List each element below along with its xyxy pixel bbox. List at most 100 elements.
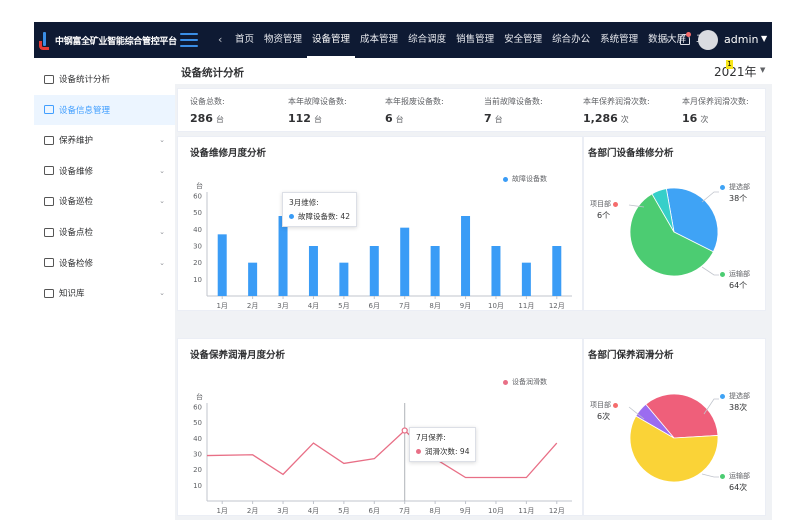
- bar-x-tick-8: 9月: [460, 302, 471, 310]
- pie1-label-yunshu: 运输部 64个: [720, 268, 750, 292]
- bar-x-tick-4: 5月: [338, 302, 349, 310]
- monitor-icon: [44, 74, 54, 84]
- bar-5[interactable]: [369, 246, 379, 296]
- pie-dot: [720, 184, 725, 190]
- bar-1[interactable]: [248, 262, 258, 296]
- lube-tooltip-label: 润滑次数:: [425, 447, 458, 456]
- lube-pie-chart: [628, 393, 719, 483]
- stat-value: 1,286: [583, 112, 618, 125]
- line-x-tick-2: 3月: [277, 507, 288, 515]
- sidebar-item-label: 设备巡检: [59, 197, 94, 208]
- line-legend[interactable]: 设备润滑数: [503, 377, 547, 387]
- line-point-active[interactable]: [401, 427, 408, 434]
- bar-0[interactable]: [217, 234, 227, 296]
- year-dropdown-icon[interactable]: ▼: [760, 66, 766, 74]
- repair-pie-title: 各部门设备维修分析: [588, 148, 674, 159]
- line-legend-label: 设备润滑数: [512, 378, 547, 386]
- menu-toggle-icon[interactable]: [180, 33, 198, 47]
- chevron-down-icon[interactable]: ⌄: [159, 197, 165, 206]
- line-y-tick-3: 40: [193, 435, 202, 443]
- legend-dot: [503, 379, 508, 385]
- chevron-down-icon[interactable]: ⌄: [159, 258, 165, 267]
- stat-label: 本年报废设备数:: [385, 97, 444, 106]
- nav-item-3[interactable]: 成本管理: [360, 34, 399, 45]
- bar-3[interactable]: [308, 246, 318, 296]
- bar-7[interactable]: [430, 246, 440, 296]
- stats-summary: 设备总数: 286 台本年故障设备数: 112 台本年报废设备数: 6 台当前故障设备数: 7…: [177, 88, 766, 132]
- book-icon: [44, 288, 54, 298]
- pie1-slice-1[interactable]: [629, 193, 714, 277]
- stat-unit: 台: [395, 115, 404, 124]
- bar-legend[interactable]: 故障设备数: [503, 174, 547, 184]
- pie2-slice-0[interactable]: [645, 393, 719, 439]
- overhaul-icon: [44, 258, 54, 268]
- sidebar-item-3[interactable]: 设备维修 ⌄: [34, 156, 175, 186]
- sidebar-item-2[interactable]: 保养维护 ⌄: [34, 125, 175, 155]
- line-x-tick-1: 2月: [247, 507, 258, 515]
- stat-card-2: 本年报废设备数: 6 台: [385, 96, 444, 125]
- line-y-tick-5: 60: [193, 404, 202, 412]
- pie2-slice-2[interactable]: [635, 403, 675, 439]
- bar-x-tick-1: 2月: [247, 302, 258, 310]
- nav-item-6[interactable]: 安全管理: [504, 34, 543, 45]
- repair-tooltip-value: 42: [340, 212, 350, 221]
- nav-item-5[interactable]: 销售管理: [456, 34, 495, 45]
- bar-x-tick-6: 7月: [399, 302, 410, 310]
- nav-item-7[interactable]: 综合办公: [552, 34, 591, 45]
- bell-icon[interactable]: [679, 32, 691, 46]
- line-y-tick-2: 30: [193, 451, 202, 459]
- bar-legend-label: 故障设备数: [512, 175, 547, 183]
- lube-monthly-title: 设备保养润滑月度分析: [190, 350, 286, 361]
- avatar[interactable]: [698, 30, 718, 50]
- pie-dot: [613, 402, 619, 408]
- chevron-down-icon[interactable]: ⌄: [159, 289, 165, 298]
- checklist-icon: [44, 227, 54, 237]
- bar-9[interactable]: [491, 246, 501, 296]
- user-dropdown-icon[interactable]: ▼: [761, 34, 768, 43]
- bar-x-tick-0: 1月: [216, 302, 227, 310]
- top-header: 中钢富全矿业智能综合管控平台 ‹ 首页 物资管理 设备管理 成本管理 综合调度 销售管理安…: [34, 22, 772, 58]
- repair-pie-chart: [628, 187, 719, 277]
- chevron-down-icon[interactable]: ⌄: [159, 166, 165, 175]
- bar-10[interactable]: [521, 262, 531, 296]
- nav-prev-button[interactable]: ‹: [218, 33, 223, 46]
- nav-item-8[interactable]: 系统管理: [600, 34, 639, 45]
- repair-monthly-panel: 设备维修月度分析 台 10 20 30 40 50 60 1月 2月 3月 4月 5月 6月 7月 8月 9月…: [177, 136, 583, 311]
- bar-11[interactable]: [552, 246, 562, 296]
- stat-unit: 台: [313, 115, 322, 124]
- sidebar-item-6[interactable]: 设备检修 ⌄: [34, 248, 175, 278]
- sidebar-item-0[interactable]: 设备统计分析: [34, 64, 175, 94]
- bar-6[interactable]: [400, 227, 410, 296]
- bar-x-tick-10: 11月: [518, 302, 534, 310]
- pie2-leader-xiangmu: [628, 406, 645, 420]
- stat-card-5: 本月保养润滑次数: 16 次: [682, 96, 749, 125]
- sidebar-item-7[interactable]: 知识库 ⌄: [34, 278, 175, 308]
- chevron-down-icon[interactable]: ⌄: [159, 136, 165, 145]
- bar-2[interactable]: [278, 216, 288, 296]
- pie2-slice-1[interactable]: [629, 415, 719, 483]
- sidebar-item-5[interactable]: 设备点检 ⌄: [34, 217, 175, 247]
- bar-x-tick-5: 6月: [369, 302, 380, 310]
- nav-item-4[interactable]: 综合调度: [408, 34, 447, 45]
- bar-8[interactable]: [461, 216, 471, 296]
- nav-item-2[interactable]: 设备管理: [307, 22, 356, 58]
- nav-item-1[interactable]: 物资管理: [264, 34, 303, 45]
- stat-label: 本年保养润滑次数:: [583, 97, 650, 106]
- pie-dot: [720, 473, 725, 479]
- bar-4[interactable]: [339, 262, 349, 296]
- chevron-down-icon[interactable]: ⌄: [159, 228, 165, 236]
- nav-next-button[interactable]: ›: [665, 33, 670, 46]
- line-series[interactable]: [206, 429, 558, 479]
- pie1-slice-2[interactable]: [651, 188, 675, 233]
- sidebar-item-1[interactable]: 设备信息管理: [34, 94, 175, 125]
- pie-dot: [720, 271, 725, 277]
- user-name[interactable]: admin: [724, 33, 759, 46]
- line-x-tick-3: 4月: [308, 507, 319, 515]
- inspect-icon: [44, 196, 54, 206]
- nav-item-9[interactable]: 数据大屏: [648, 34, 687, 45]
- line-y-tick-4: 50: [193, 419, 202, 427]
- nav-item-0[interactable]: 首页: [235, 34, 255, 45]
- sidebar-item-4[interactable]: 设备巡检 ⌄: [34, 186, 175, 216]
- year-select[interactable]: 2021年: [714, 65, 757, 79]
- pie1-slice-0[interactable]: [665, 187, 719, 253]
